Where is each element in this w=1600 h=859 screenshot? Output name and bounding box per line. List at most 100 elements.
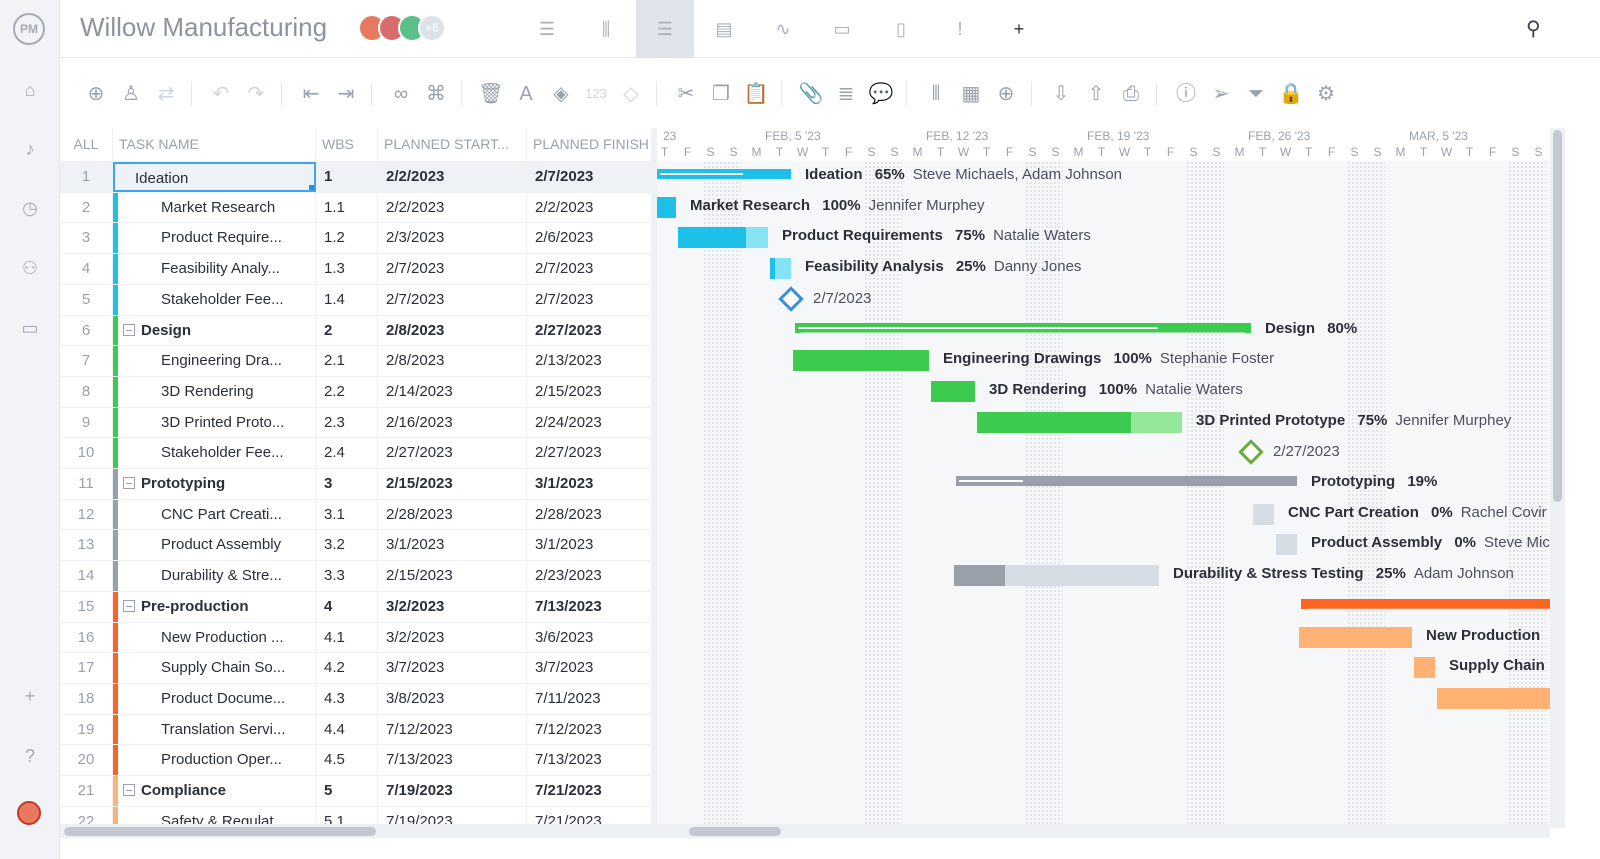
planned-finish-cell[interactable]: 3/1/2023 [527, 469, 652, 499]
wbs-cell[interactable]: 1.2 [316, 223, 378, 254]
calendar-view-icon[interactable]: ▭ [833, 19, 851, 39]
planned-start-cell[interactable]: 3/2/2023 [378, 591, 527, 622]
info-icon[interactable]: ⓘ [1176, 83, 1196, 105]
task-bar[interactable] [793, 350, 929, 372]
task-name-cell[interactable]: Product Assembly [113, 530, 316, 561]
board-view-icon[interactable]: ⫼ [601, 19, 611, 39]
add-task-icon[interactable]: ⊕ [87, 83, 105, 105]
planned-start-cell[interactable]: 2/28/2023 [378, 499, 527, 530]
link-icon[interactable]: ∞ [393, 83, 409, 105]
copy-icon[interactable]: ❐ [712, 83, 730, 105]
table-row[interactable]: 13 Product Assembly 3.2 3/1/2023 3/1/2023 [60, 529, 652, 561]
planned-start-cell[interactable]: 2/8/2023 [378, 315, 527, 346]
wbs-cell[interactable]: 1.1 [316, 192, 378, 223]
import-icon[interactable]: ⇩ [1052, 83, 1070, 105]
filter-icon[interactable]: ⏷ [1248, 83, 1264, 105]
task-name-cell[interactable]: Market Research [113, 192, 316, 223]
task-name-cell[interactable]: Stakeholder Fee... [113, 438, 316, 469]
add-icon[interactable]: + [24, 686, 36, 706]
home-icon[interactable]: ⌂ [24, 80, 36, 100]
wbs-cell[interactable]: 2.4 [316, 438, 378, 469]
table-row[interactable]: 11 Prototyping 3 2/15/2023 3/1/2023 [60, 468, 652, 499]
table-row[interactable]: 9 3D Printed Proto... 2.3 2/16/2023 2/24/202… [60, 406, 652, 438]
task-name-cell[interactable]: New Production ... [113, 622, 316, 653]
task-name-cell[interactable]: CNC Part Creati... [113, 499, 316, 530]
wbs-cell[interactable]: 3.1 [316, 499, 378, 530]
add-view-icon[interactable]: + [1013, 19, 1025, 39]
pm-logo[interactable]: PM [13, 13, 45, 45]
task-name-cell[interactable]: Supply Chain So... [113, 653, 316, 684]
task-bar[interactable] [977, 411, 1182, 433]
outdent-icon[interactable]: ⇤ [302, 83, 320, 105]
planned-finish-cell[interactable]: 2/7/2023 [527, 284, 652, 315]
planned-start-cell[interactable]: 2/7/2023 [378, 284, 527, 315]
wbs-cell[interactable]: 3.3 [316, 561, 378, 592]
planned-finish-cell[interactable]: 2/15/2023 [527, 376, 652, 407]
summary-bar[interactable] [795, 323, 1251, 333]
planned-finish-cell[interactable]: 2/27/2023 [527, 315, 652, 346]
team-icon[interactable]: ⚇ [21, 258, 39, 278]
gantt-horizontal-scrollbar[interactable] [657, 824, 1550, 838]
help-icon[interactable]: ? [24, 746, 35, 766]
planned-start-cell[interactable]: 3/7/2023 [378, 653, 527, 684]
task-name-cell[interactable]: Feasibility Analy... [113, 254, 316, 285]
task-name-cell[interactable]: Ideation [113, 162, 316, 192]
planned-start-cell[interactable]: 2/15/2023 [378, 469, 527, 499]
task-name-cell[interactable]: Durability & Stre... [113, 561, 316, 592]
planned-finish-cell[interactable]: 2/23/2023 [527, 561, 652, 592]
header-wbs[interactable]: WBS [316, 128, 378, 161]
planned-finish-cell[interactable]: 7/12/2023 [527, 714, 652, 745]
settings-icon[interactable]: ⚙ [1317, 83, 1335, 105]
number-format-icon[interactable]: 123 [585, 86, 607, 101]
risks-view-icon[interactable]: ! [957, 19, 963, 39]
dashboard-view-icon[interactable]: ∿ [775, 19, 791, 39]
text-color-icon[interactable]: A [519, 83, 533, 105]
wbs-cell[interactable]: 2 [316, 315, 378, 346]
wbs-cell[interactable]: 4.3 [316, 683, 378, 714]
task-name-cell[interactable]: Compliance [113, 776, 316, 806]
assign-user-icon[interactable]: ♙ [122, 83, 140, 105]
table-row[interactable]: 12 CNC Part Creati... 3.1 2/28/2023 2/28/202… [60, 498, 652, 530]
fill-handle[interactable] [309, 185, 314, 190]
lock-icon[interactable]: 🔒 [1278, 83, 1304, 105]
planned-start-cell[interactable]: 7/13/2023 [378, 745, 527, 776]
task-name-cell[interactable]: Pre-production [113, 591, 316, 622]
planned-finish-cell[interactable]: 2/7/2023 [527, 162, 652, 192]
task-name-cell[interactable]: Stakeholder Fee... [113, 284, 316, 315]
planned-start-cell[interactable]: 2/27/2023 [378, 438, 527, 469]
planned-start-cell[interactable]: 2/8/2023 [378, 346, 527, 377]
planned-finish-cell[interactable]: 2/28/2023 [527, 499, 652, 530]
table-row[interactable]: 2 Market Research 1.1 2/2/2023 2/2/2023 [60, 191, 652, 223]
planned-finish-cell[interactable]: 2/7/2023 [527, 254, 652, 285]
planned-start-cell[interactable]: 3/1/2023 [378, 530, 527, 561]
task-name-cell[interactable]: Design [113, 315, 316, 346]
table-row[interactable]: 17 Supply Chain So... 4.2 3/7/2023 3/7/2023 [60, 652, 652, 684]
planned-start-cell[interactable]: 2/7/2023 [378, 254, 527, 285]
grid-horizontal-scrollbar[interactable] [60, 824, 652, 838]
task-name-cell[interactable]: Prototyping [113, 469, 316, 499]
planned-finish-cell[interactable]: 3/7/2023 [527, 653, 652, 684]
planned-start-cell[interactable]: 7/12/2023 [378, 714, 527, 745]
milestone-diamond[interactable] [778, 286, 804, 312]
task-bar[interactable] [954, 565, 1159, 587]
sheet-view-icon[interactable]: ▤ [715, 19, 733, 39]
splitter[interactable] [652, 128, 657, 838]
planned-start-cell[interactable]: 2/14/2023 [378, 376, 527, 407]
wbs-cell[interactable]: 4.1 [316, 622, 378, 653]
summary-bar[interactable] [956, 476, 1297, 486]
table-row[interactable]: 16 New Production ... 4.1 3/2/2023 3/6/2023 [60, 621, 652, 653]
task-bar[interactable] [770, 258, 791, 280]
planned-start-cell[interactable]: 2/15/2023 [378, 561, 527, 592]
task-name-cell[interactable]: Product Require... [113, 223, 316, 254]
summary-bar[interactable] [657, 169, 791, 179]
task-bar[interactable] [1253, 503, 1274, 525]
gantt-vertical-scrollbar[interactable] [1550, 128, 1565, 828]
paste-icon[interactable]: 📋 [743, 83, 769, 105]
fill-color-icon[interactable]: ◈ [553, 83, 569, 105]
redo-icon[interactable]: ↷ [247, 83, 265, 105]
header-all[interactable]: ALL [60, 128, 113, 161]
table-row[interactable]: 8 3D Rendering 2.2 2/14/2023 2/15/2023 [60, 375, 652, 407]
table-row[interactable]: 21 Compliance 5 7/19/2023 7/21/2023 [60, 775, 652, 806]
planned-finish-cell[interactable]: 2/6/2023 [527, 223, 652, 254]
task-bar[interactable] [678, 227, 768, 249]
